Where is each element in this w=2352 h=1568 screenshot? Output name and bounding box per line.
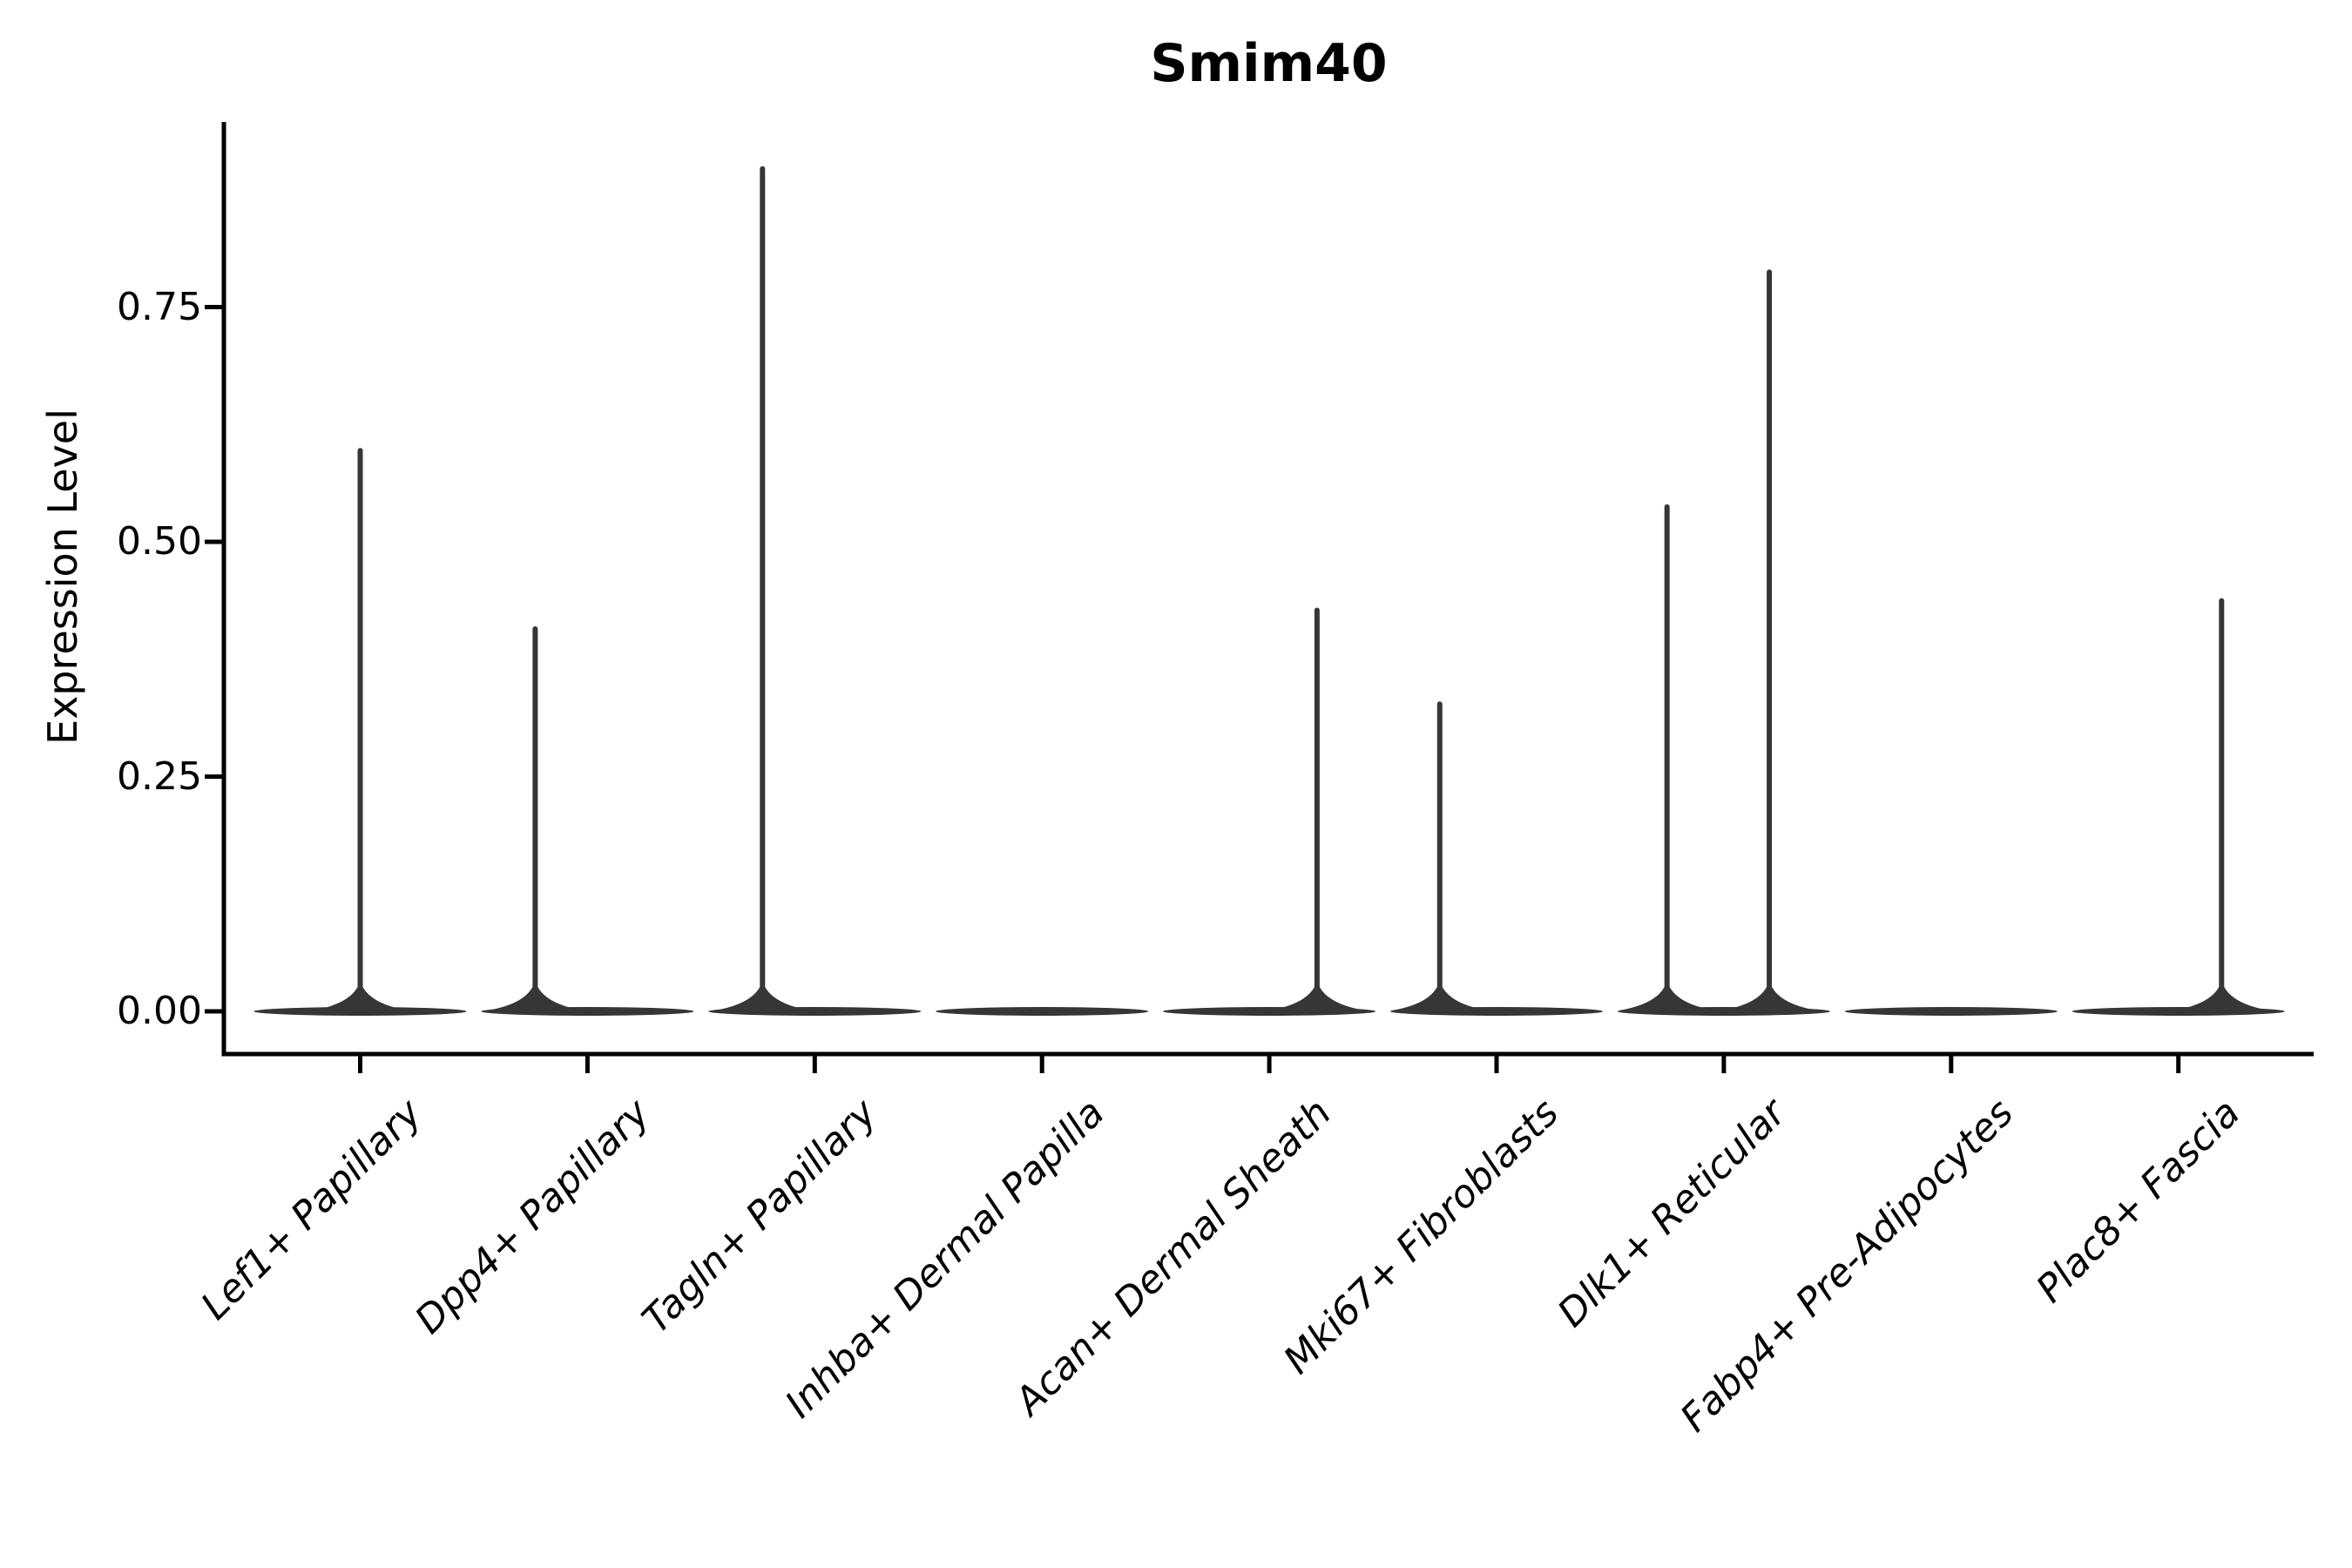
y-tick-label: 0.75	[117, 284, 202, 329]
violin-body	[1844, 1007, 2058, 1016]
plot-title: Smim40	[1150, 33, 1388, 94]
y-tick-label: 0.25	[117, 754, 202, 799]
axis-spines	[221, 122, 2314, 1057]
violin-body	[936, 1007, 1149, 1016]
y-tick-label: 0.00	[117, 989, 202, 1033]
y-tick-label: 0.50	[117, 519, 202, 564]
